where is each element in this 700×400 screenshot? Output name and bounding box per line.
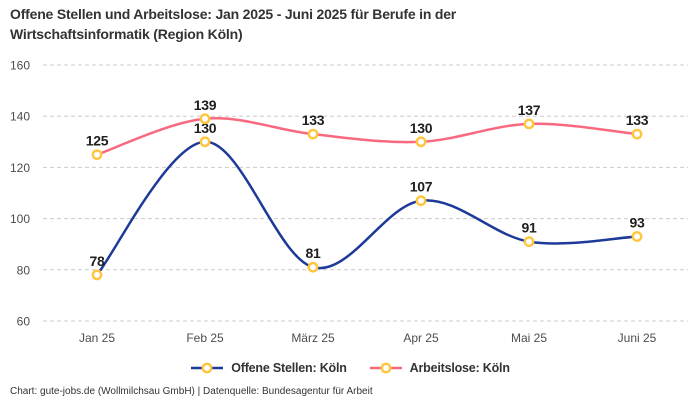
chart-title-line1: Offene Stellen und Arbeitslose: Jan 2025… — [10, 6, 457, 22]
data-point-marker — [631, 128, 643, 140]
plot-area: 60 80 100 120 140 160 Jan 25 Feb 25 März 25 Apr 2… — [10, 59, 688, 345]
data-point-label: 139 — [194, 97, 217, 113]
data-point-label: 91 — [522, 220, 537, 236]
data-point-label: 78 — [90, 253, 105, 269]
data-point-marker — [91, 269, 103, 281]
legend-label: Arbeitslose: Köln — [409, 361, 510, 375]
x-tick-label: Apr 25 — [403, 331, 439, 345]
x-tick-label: Mai 25 — [511, 331, 547, 345]
y-tick-label: 120 — [10, 161, 30, 175]
y-tick-label: 160 — [10, 59, 30, 73]
x-tick-label: Feb 25 — [186, 331, 224, 345]
data-point-marker — [307, 261, 319, 273]
legend-label: Offene Stellen: Köln — [231, 361, 347, 375]
legend: Offene Stellen: Köln Arbeitslose: Köln — [0, 361, 700, 375]
data-point-label: 130 — [194, 120, 217, 136]
x-tick-label: Jan 25 — [79, 331, 115, 345]
data-point-label: 107 — [410, 179, 433, 195]
data-point-label: 81 — [306, 245, 321, 261]
legend-series-marker-icon — [191, 362, 224, 374]
legend-series-marker-icon — [369, 362, 402, 374]
data-point-marker — [307, 128, 319, 140]
chart-title: Offene Stellen und Arbeitslose: Jan 2025… — [10, 4, 456, 45]
x-tick-label: Juni 25 — [618, 331, 657, 345]
data-point-label: 133 — [302, 112, 325, 128]
data-point-marker — [199, 136, 211, 148]
data-point-label: 137 — [518, 102, 541, 118]
footer-credit: Chart: gute-jobs.de (Wollmilchsau GmbH) … — [10, 386, 373, 397]
series-line-offene-stellen-koln — [95, 140, 639, 277]
x-tick-label: März 25 — [291, 331, 335, 345]
data-point-label: 125 — [86, 133, 109, 149]
data-point-marker — [415, 136, 427, 148]
data-point-marker — [523, 236, 535, 248]
data-point-label: 93 — [630, 215, 645, 231]
data-point-marker — [631, 231, 643, 242]
data-point-marker — [91, 149, 103, 161]
series-line-arbeitslose-koln — [95, 117, 639, 156]
legend-item-offene-stellen-koln[interactable]: Offene Stellen: Köln — [190, 361, 347, 375]
y-tick-label: 60 — [17, 315, 31, 329]
legend-item-arbeitslose-koln[interactable]: Arbeitslose: Köln — [369, 361, 510, 375]
data-point-marker — [523, 118, 535, 130]
y-tick-label: 140 — [10, 110, 30, 124]
data-point-marker — [199, 113, 211, 125]
data-point-marker — [415, 195, 427, 207]
chart-title-line2: Wirtschaftsinformatik (Region Köln) — [10, 26, 243, 43]
data-point-label: 133 — [626, 112, 649, 128]
data-point-label: 130 — [410, 120, 433, 136]
y-tick-label: 100 — [10, 212, 30, 226]
y-tick-label: 80 — [17, 263, 31, 277]
